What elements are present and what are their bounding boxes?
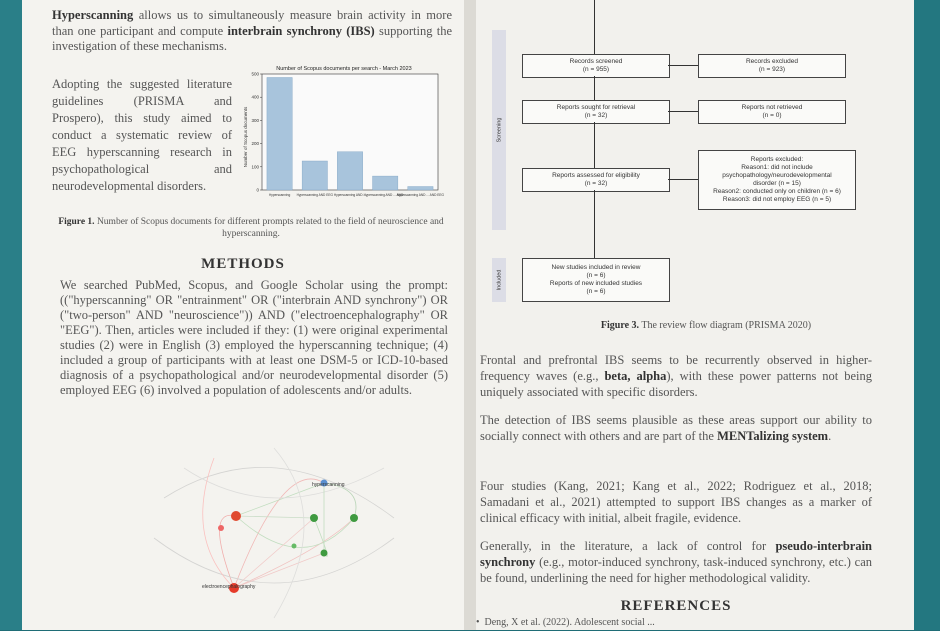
chart-y-tick-label: 500 — [251, 72, 259, 77]
clinical-efficacy-paragraph: Four studies (Kang, 2021; Kang et al., 2… — [480, 479, 872, 525]
flow-arrow — [668, 111, 698, 112]
chart-x-tick-label: Hyperscanning AND EEG — [297, 193, 334, 197]
reports-sought-box: Reports sought for retrieval (n = 32) — [522, 100, 670, 124]
methods-heading: METHODS — [201, 256, 285, 272]
chart-bar — [407, 186, 434, 191]
network-node — [350, 514, 358, 522]
poster-gap — [464, 0, 476, 630]
bullet-icon: • — [476, 617, 485, 628]
aim-paragraph: Adopting the suggested literature guidel… — [52, 77, 232, 193]
network-node — [231, 511, 241, 521]
chart-y-tick-label: 300 — [251, 118, 259, 123]
chart-ylabel: Number of Scopus documents — [243, 106, 248, 167]
flow-arrow — [594, 76, 595, 100]
poster-frame-left — [0, 0, 22, 630]
chart-x-tick-label: Hyperscanning AND ... — [334, 193, 366, 197]
records-screened-box: Records screened (n = 955) — [522, 54, 670, 78]
flow-arrow — [594, 190, 595, 258]
chart-y-tick-label: 0 — [256, 188, 259, 193]
reports-excluded-reasons-box: Reports excluded: Reason1: did not inclu… — [698, 150, 856, 210]
scopus-bar-chart: Number of Scopus documents per search - … — [243, 66, 445, 197]
screening-side-label: Screening — [492, 30, 506, 230]
chart-x-tick-label: Hyperscanning — [269, 193, 290, 197]
chart-y-tick-label: 400 — [251, 95, 259, 100]
right-column: Screening Included Records screened (n = … — [476, 0, 914, 630]
chart-bar — [301, 160, 328, 191]
ibs-frequency-paragraph: Frontal and prefrontal IBS seems to be r… — [480, 353, 873, 399]
pseudo-synchrony-paragraph: Generally, in the literature, a lack of … — [480, 539, 872, 585]
chart-bar — [266, 77, 293, 191]
flow-arrow — [594, 122, 595, 168]
intro-paragraph: Hyperscanning allows us to simultaneousl… — [52, 8, 453, 53]
network-label-hyperscanning: hyperscanning — [312, 482, 345, 488]
chart-y-tick-label: 100 — [251, 164, 259, 169]
left-column: Hyperscanning allows us to simultaneousl… — [22, 0, 464, 630]
flow-arrow — [594, 0, 595, 54]
network-node — [320, 549, 328, 557]
mentalizing-paragraph: The detection of IBS seems plausible as … — [480, 413, 872, 443]
chart-x-tick-label: Hyperscanning AND ... AND ... — [364, 193, 407, 197]
network-node — [291, 543, 297, 549]
flow-arrow — [668, 179, 698, 180]
figure1-caption: Figure 1. Number of Scopus documents for… — [58, 217, 444, 239]
chart-y-tick-label: 200 — [251, 141, 259, 146]
chart-x-tick-label: Hyperscanning AND ... AND EEG — [397, 193, 445, 197]
network-node — [310, 514, 318, 522]
poster-frame-right — [914, 0, 940, 630]
studies-included-box: New studies included in review (n = 6) R… — [522, 258, 670, 302]
chart-bar — [372, 175, 399, 191]
records-excluded-box: Records excluded (n = 923) — [698, 54, 846, 78]
chart-title: Number of Scopus documents per search - … — [276, 66, 411, 72]
references-heading: REFERENCES — [620, 598, 732, 614]
included-side-label: Included — [492, 258, 506, 302]
flow-arrow — [668, 65, 698, 66]
reports-assessed-box: Reports assessed for eligibility (n = 32) — [522, 168, 670, 192]
figure3-caption: Figure 3. The review flow diagram (PRISM… — [600, 320, 812, 331]
network-node — [218, 525, 224, 531]
network-node — [320, 479, 328, 487]
reference-item: • Deng, X et al. (2022). Adolescent soci… — [476, 617, 655, 628]
network-node — [229, 583, 239, 593]
keyword-network-figure: hyperscanning electroencephalography — [124, 428, 424, 630]
chart-bar — [337, 151, 363, 191]
reports-not-retrieved-box: Reports not retrieved (n = 0) — [698, 100, 846, 124]
network-label-eeg: electroencephalography — [202, 584, 256, 590]
hyperscanning-term: Hyperscanning — [52, 8, 134, 22]
methods-paragraph: We searched PubMed, Scopus, and Google S… — [60, 278, 448, 397]
